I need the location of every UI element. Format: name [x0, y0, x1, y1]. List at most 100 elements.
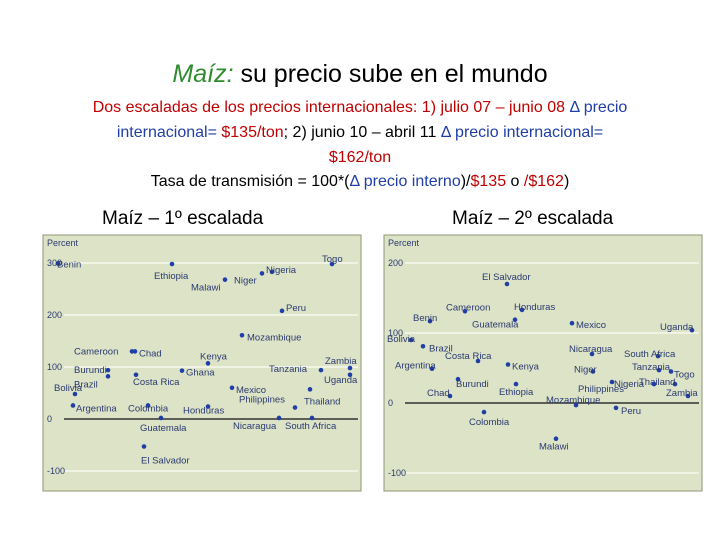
sub-l1-text: Dos escaladas de los precios internacion…	[92, 99, 570, 116]
data-point	[685, 393, 691, 399]
y-tick-label: 200	[47, 310, 62, 320]
point-label: Nicaragua	[233, 421, 277, 432]
data-point	[420, 344, 426, 349]
sub-l4-g: )	[563, 173, 570, 190]
data-point	[689, 327, 695, 333]
point-label: Nigeria	[614, 379, 645, 390]
point-label: Benin	[57, 260, 81, 271]
subtitle-line-3: $162/ton	[40, 148, 680, 168]
data-point	[429, 366, 435, 371]
title-accent: Maíz:	[172, 60, 234, 88]
data-point	[292, 405, 298, 410]
point-label: Malawi	[539, 442, 569, 453]
data-point	[609, 379, 615, 385]
point-label: Guatemala	[140, 423, 187, 434]
point-label: El Salvador	[482, 272, 531, 283]
sub-l4-a: Tasa de transmisión = 100*(	[150, 173, 350, 190]
point-label: Argentina	[395, 361, 436, 372]
data-point	[504, 281, 510, 287]
data-point	[589, 351, 595, 357]
data-point	[569, 320, 575, 326]
point-label: Tanzania	[632, 362, 671, 373]
data-point	[205, 361, 211, 366]
data-point	[656, 367, 662, 373]
sub-l3-red: $162/ton	[328, 149, 392, 166]
sub-l4-b: Δ precio interno	[349, 173, 461, 190]
data-point	[651, 381, 657, 387]
data-point	[133, 372, 139, 378]
point-label: Honduras	[514, 302, 555, 313]
data-point	[145, 403, 151, 408]
data-point	[141, 444, 147, 449]
point-label: Thailand	[304, 396, 340, 407]
sub-l2-blue: internacional=	[116, 124, 217, 141]
data-point	[408, 337, 414, 343]
point-label: Colombia	[128, 403, 169, 414]
data-point	[668, 369, 674, 374]
data-point	[447, 393, 453, 399]
data-point	[519, 307, 525, 313]
point-label: Malawi	[191, 283, 221, 294]
y-tick-label: 300	[47, 258, 62, 268]
y-tick-label: 0	[47, 414, 52, 424]
point-label: Mexico	[236, 385, 266, 396]
sub-l2-black: ; 2) junio 10 – abril 11	[283, 124, 441, 141]
data-point	[158, 415, 164, 421]
point-label: Colombia	[469, 417, 510, 428]
scatter-chart-2: Percent 200 100 0 -100 El Salvador Cameroon Hon…	[383, 234, 703, 492]
point-label: Honduras	[183, 406, 224, 417]
data-point	[329, 261, 335, 267]
data-point	[105, 367, 111, 373]
plot-background	[383, 234, 703, 492]
y-axis-label: Percent	[388, 238, 420, 248]
data-point	[239, 332, 245, 338]
point-label: Bolivia	[54, 383, 83, 394]
point-label: Chad	[139, 348, 162, 359]
point-label: Costa Rica	[133, 377, 180, 388]
point-label: Cameroon	[74, 346, 118, 357]
point-label: Ethiopia	[499, 387, 534, 398]
data-point	[475, 358, 481, 364]
subtitle-line-4: Tasa de transmisión = 100*(Δ precio inte…	[40, 172, 680, 192]
data-point	[553, 436, 559, 441]
data-point	[179, 368, 185, 373]
point-label: Nigeria	[266, 265, 297, 276]
panel-1-title: Maíz – 1º escalada	[102, 208, 264, 229]
point-label: Tanzania	[269, 364, 308, 375]
point-label: El Salvador	[141, 456, 190, 467]
y-tick-label: -100	[388, 468, 406, 478]
point-label: Bolivia	[387, 334, 416, 345]
data-point	[276, 415, 282, 421]
point-label: Guatemala	[472, 320, 519, 331]
point-label: Brazil	[74, 379, 98, 390]
subtitle-line-1: Dos escaladas de los precios internacion…	[40, 98, 680, 118]
point-label: Kenya	[200, 351, 228, 362]
data-point	[259, 271, 265, 276]
point-label: Mozambique	[546, 395, 600, 406]
data-point	[613, 405, 619, 411]
title-rest: su precio sube en el mundo	[233, 60, 548, 88]
y-tick-label: 100	[388, 328, 403, 338]
data-point	[279, 308, 285, 314]
data-point	[309, 415, 315, 421]
point-label: Thailand	[639, 377, 675, 388]
point-label: Niger	[574, 365, 597, 376]
data-point	[505, 362, 511, 367]
sub-l2-red: $135/ton	[221, 124, 284, 141]
point-label: Argentina	[76, 403, 117, 414]
y-tick-label: 0	[388, 398, 393, 408]
sub-l2-blue2: Δ precio internacional=	[440, 124, 604, 141]
data-point	[269, 269, 275, 275]
subtitle-line-2: internacional= $135/ton; 2) junio 10 – a…	[40, 123, 680, 143]
data-point	[455, 376, 461, 382]
data-point	[462, 309, 468, 314]
data-point	[513, 381, 519, 387]
sub-l1-blue: Δ precio	[569, 99, 628, 116]
point-label: Mozambique	[247, 332, 301, 343]
plot-background	[42, 234, 362, 492]
sub-l4-f: /$162	[523, 173, 564, 190]
data-point	[573, 402, 579, 408]
point-label: Costa Rica	[445, 351, 492, 362]
point-label: Cameroon	[446, 302, 490, 313]
point-label: Uganda	[660, 322, 694, 333]
